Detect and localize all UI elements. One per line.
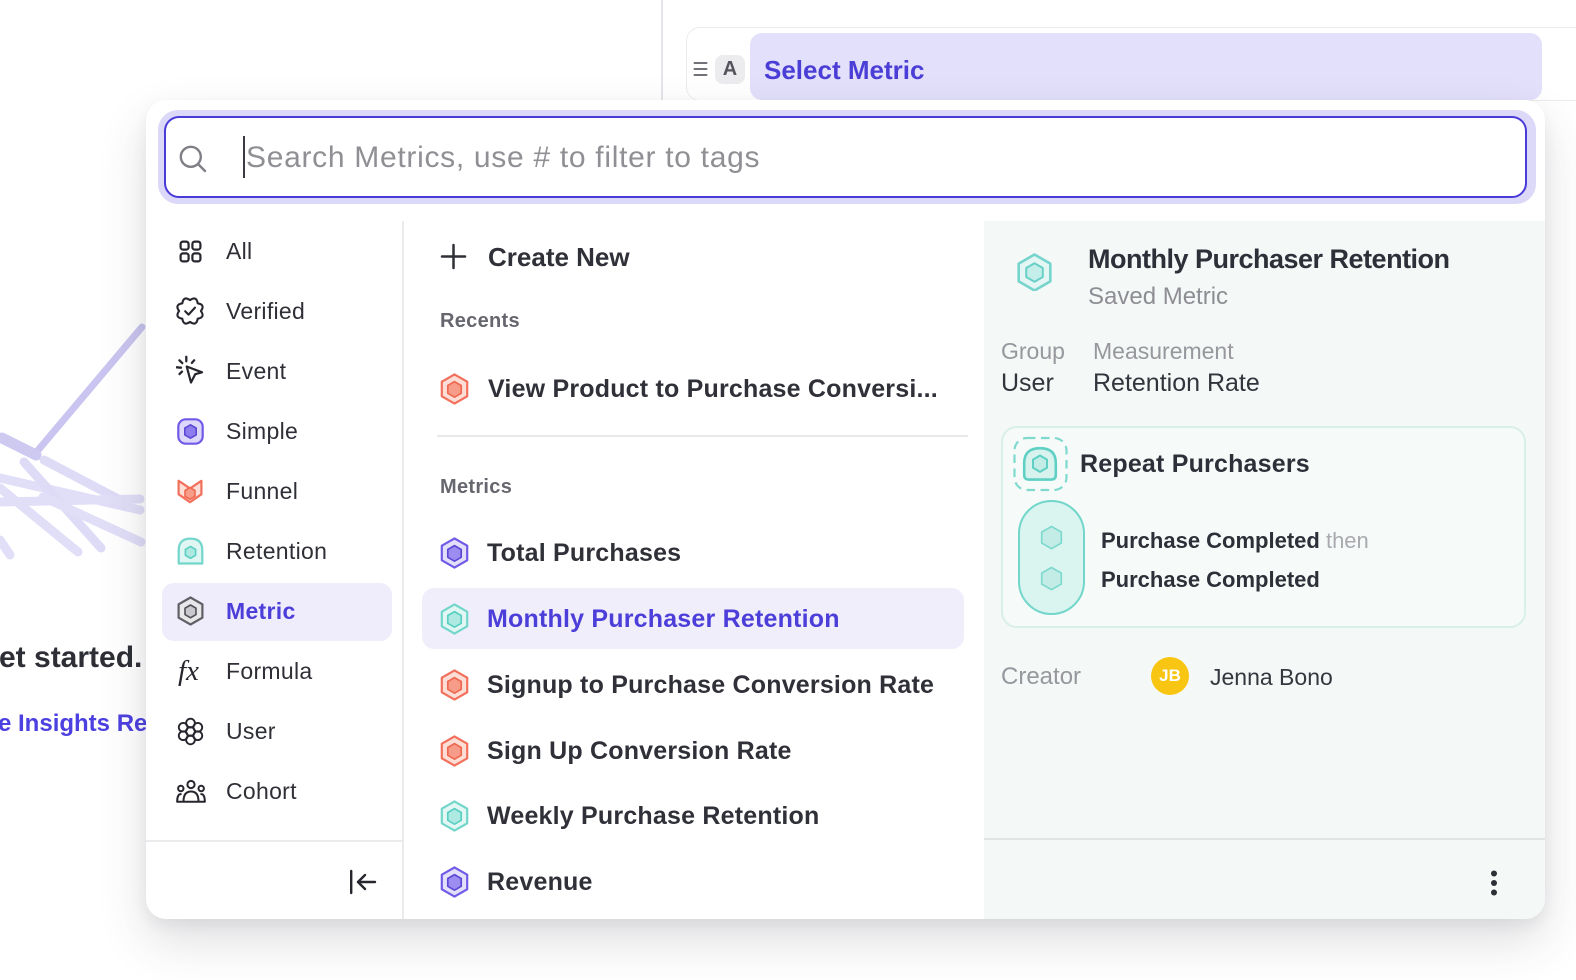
svg-text:fx: fx — [178, 656, 199, 686]
